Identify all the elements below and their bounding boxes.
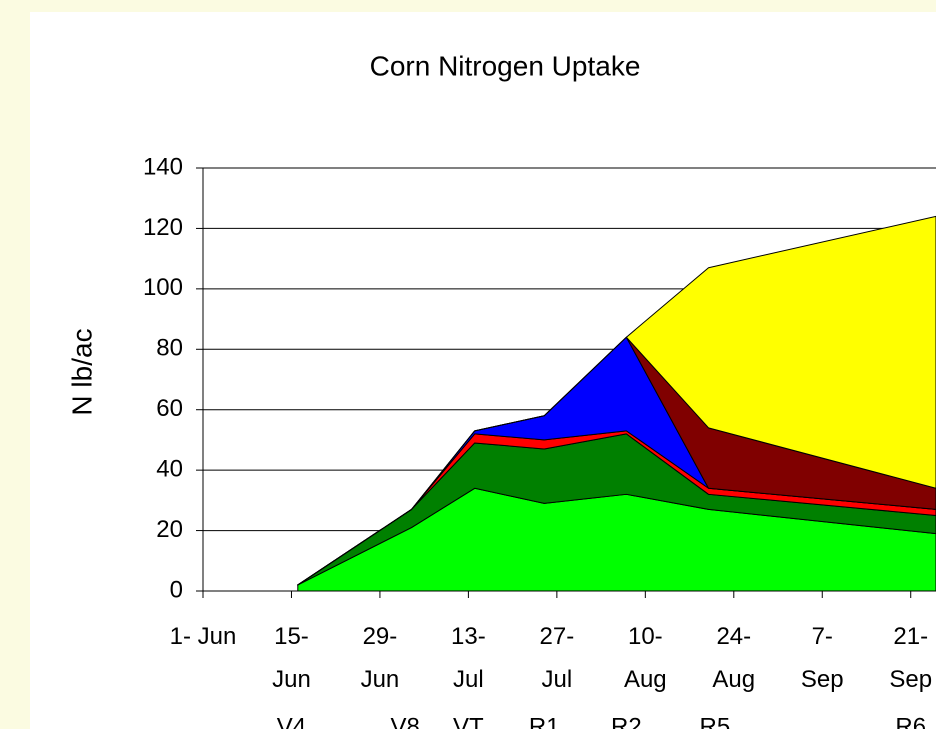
stage-label: V4 xyxy=(277,713,306,729)
y-tick-label: 20 xyxy=(156,516,183,543)
y-tick-label: 60 xyxy=(156,395,183,422)
y-tick-label: 140 xyxy=(143,153,183,180)
stage-label: R2 xyxy=(611,713,642,729)
x-tick-label: 13- Jul xyxy=(451,623,486,693)
y-tick-label: 120 xyxy=(143,214,183,241)
stage-label: R5 xyxy=(699,713,730,729)
y-tick-label: 40 xyxy=(156,455,183,482)
x-tick-label: 1- Jun xyxy=(169,623,237,650)
stage-label: R6 xyxy=(895,713,926,729)
x-tick-label: 21- Sep xyxy=(889,623,933,693)
y-axis-label: N lb/ac xyxy=(66,328,97,415)
y-tick-label: 100 xyxy=(143,274,183,301)
x-tick-label: 10- Aug xyxy=(623,623,667,693)
area xyxy=(297,215,936,586)
x-tick-label: 29- Jun xyxy=(360,623,400,693)
stage-label: V8 xyxy=(391,713,420,729)
stage-label: VT xyxy=(453,713,484,729)
y-tick-label: 80 xyxy=(156,335,183,362)
x-tick-label: 27- Jul xyxy=(539,623,575,693)
x-tick-label: 15- Jun xyxy=(272,623,311,693)
x-tick-label: 24- Aug xyxy=(712,623,756,693)
x-tick-label: 7- Sep xyxy=(800,623,844,693)
stage-label: R1 xyxy=(529,713,560,729)
chart-title: Corn Nitrogen Uptake xyxy=(370,50,641,81)
y-tick-label: 0 xyxy=(170,576,183,603)
